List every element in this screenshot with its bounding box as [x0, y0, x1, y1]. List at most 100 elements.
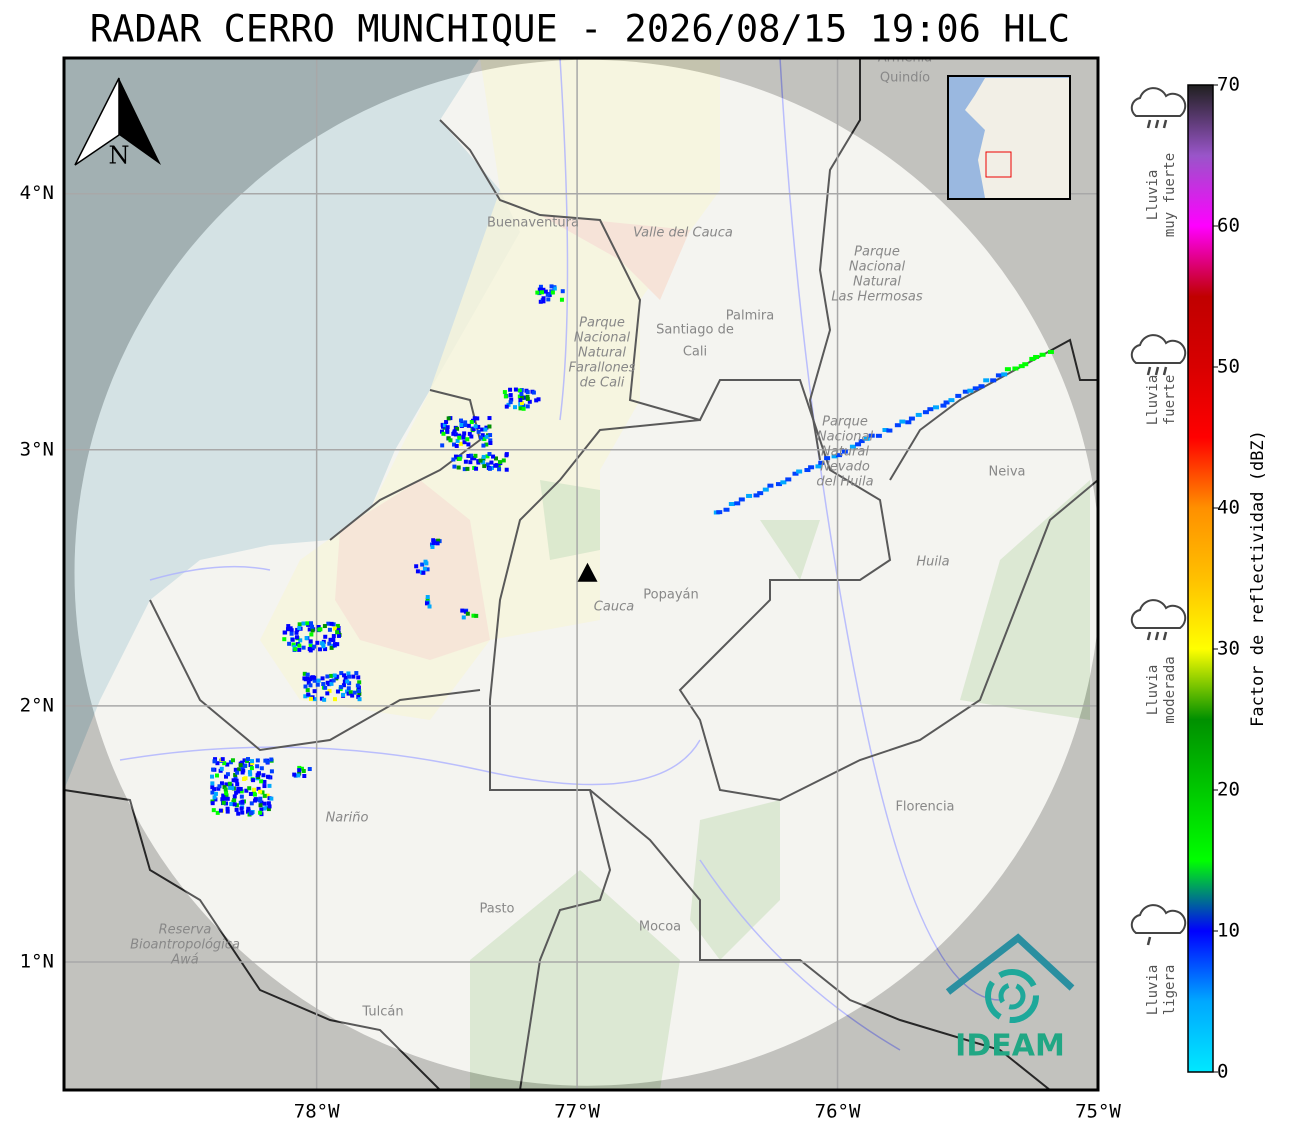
echo: [476, 429, 481, 434]
echo: [484, 434, 489, 439]
y-tick-label: 1°N: [20, 950, 54, 972]
echo: [431, 541, 436, 546]
echo: [440, 429, 445, 434]
place-label: Cauca: [594, 600, 634, 615]
echo: [1004, 367, 1011, 372]
echo: [249, 766, 254, 771]
logo-swirl: [985, 969, 1039, 1023]
echo: [560, 289, 565, 294]
echo: [421, 570, 426, 575]
rain-icon: [1130, 87, 1187, 129]
echo: [263, 758, 268, 763]
echo: [356, 675, 361, 680]
echo: [875, 433, 882, 438]
echo: [323, 685, 328, 690]
echo: [746, 493, 753, 498]
place-label: Palmira: [726, 309, 774, 324]
echo: [436, 538, 441, 543]
echo: [323, 634, 328, 639]
echo: [356, 689, 361, 694]
echo: [348, 690, 353, 695]
echo: [836, 453, 843, 458]
echo: [868, 433, 875, 438]
echo: [508, 400, 513, 405]
echo: [253, 797, 258, 802]
echo: [292, 772, 297, 777]
echo: [210, 785, 215, 790]
echo: [301, 645, 306, 650]
echo: [455, 438, 460, 443]
echo: [285, 627, 290, 632]
echo: [245, 809, 250, 814]
echo: [228, 760, 233, 765]
colorbar-tick-label: 20: [1217, 779, 1240, 801]
echo: [331, 634, 336, 639]
echo: [508, 387, 513, 392]
place-label: Reserva: [159, 923, 212, 938]
echo: [534, 398, 539, 403]
echo: [215, 810, 220, 815]
echo: [308, 696, 313, 701]
echo: [247, 770, 252, 775]
echo: [841, 449, 848, 454]
echo: [247, 786, 252, 791]
echo: [222, 796, 227, 801]
echo: [420, 562, 425, 567]
echo: [261, 773, 266, 778]
echo: [342, 679, 347, 684]
echo: [227, 781, 232, 786]
echo: [335, 689, 340, 694]
echo: [351, 674, 356, 679]
echo: [519, 392, 524, 397]
echo: [461, 615, 466, 620]
place-label: Quindío: [880, 71, 930, 86]
echo: [465, 437, 470, 442]
echo: [487, 452, 492, 457]
echo: [512, 405, 517, 410]
echo: [248, 791, 253, 796]
echo: [225, 809, 230, 814]
echo: [466, 453, 471, 458]
inset-extent: [985, 151, 1012, 178]
echo: [523, 395, 528, 400]
echo: [762, 487, 769, 492]
echo: [1022, 362, 1029, 367]
place-label: Florencia: [895, 800, 954, 815]
rain-drop: [1146, 936, 1152, 946]
echo: [291, 642, 296, 647]
rain-label: Lluvia: [1145, 375, 1161, 426]
echo: [440, 422, 445, 427]
echo: [463, 609, 468, 614]
echo: [967, 388, 974, 393]
echo: [255, 773, 260, 778]
echo: [340, 692, 345, 697]
rain-label: moderada: [1162, 656, 1178, 723]
north-label: N: [109, 142, 130, 170]
echo: [211, 808, 216, 813]
echo: [306, 692, 311, 697]
echo: [882, 428, 889, 433]
echo: [316, 678, 321, 683]
echo: [294, 635, 299, 640]
echo: [519, 401, 524, 406]
cloud: [1130, 904, 1187, 934]
sea: [64, 58, 520, 790]
echo: [494, 456, 499, 461]
echo: [457, 456, 462, 461]
echo: [497, 460, 502, 465]
echo: [473, 453, 478, 458]
echo: [543, 289, 548, 294]
echo: [943, 400, 950, 405]
echo: [357, 691, 362, 696]
echo: [431, 538, 436, 543]
rain-label: Lluvia: [1145, 965, 1161, 1016]
echo: [540, 290, 545, 295]
echo: [738, 497, 745, 502]
echo: [496, 463, 501, 468]
echo: [259, 779, 264, 784]
echo: [463, 459, 468, 464]
title: RADAR CERRO MUNCHIQUE - 2026/08/15 19:06…: [90, 8, 1070, 51]
colorbar-tick-label: 30: [1217, 638, 1240, 660]
echo: [430, 544, 435, 549]
